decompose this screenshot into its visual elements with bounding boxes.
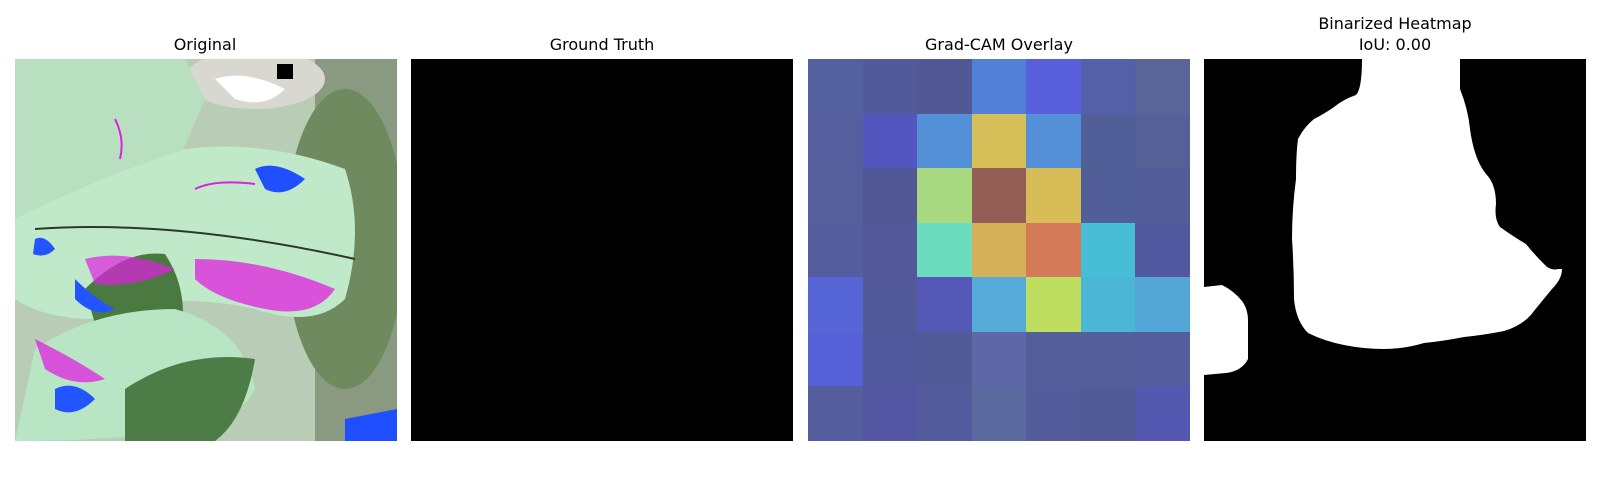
gradcam-cell (917, 114, 972, 168)
gradcam-cell (808, 59, 863, 114)
gradcam-cell (917, 332, 972, 386)
gradcam-cell (863, 114, 917, 168)
gradcam-cell (1026, 114, 1081, 168)
gradcam-cell (808, 168, 863, 223)
gradcam-cell (917, 223, 972, 277)
gradcam-cell (863, 277, 917, 332)
panel-title-gradcam: Grad-CAM Overlay (925, 35, 1073, 54)
gradcam-cell (1081, 168, 1135, 223)
original-image (15, 59, 397, 441)
gradcam-cell (1081, 114, 1135, 168)
gradcam-cell (863, 168, 917, 223)
gradcam-cell (863, 223, 917, 277)
gradcam-cell (1081, 223, 1135, 277)
gradcam-cell (1026, 332, 1081, 386)
gradcam-cell (1026, 386, 1081, 441)
gradcam-cell (863, 59, 917, 114)
gradcam-cell (1081, 59, 1135, 114)
gradcam-cell (1135, 59, 1190, 114)
gradcam-cell (808, 386, 863, 441)
gradcam-cell (1081, 386, 1135, 441)
gradcam-cell (863, 332, 917, 386)
gradcam-cell (1081, 277, 1135, 332)
gradcam-cell (917, 168, 972, 223)
gradcam-cell (863, 386, 917, 441)
gradcam-cell (972, 168, 1026, 223)
gradcam-cell (1135, 332, 1190, 386)
gradcam-cell (972, 114, 1026, 168)
gradcam-cell (972, 386, 1026, 441)
gradcam-cell (1135, 114, 1190, 168)
gradcam-cell (1135, 386, 1190, 441)
gradcam-cell (808, 277, 863, 332)
gradcam-cell (1026, 277, 1081, 332)
gradcam-cell (1135, 277, 1190, 332)
gradcam-cell (917, 277, 972, 332)
gradcam-cell (1026, 168, 1081, 223)
gradcam-cell (917, 59, 972, 114)
gradcam-cell (1026, 59, 1081, 114)
gradcam-cell (972, 332, 1026, 386)
gradcam-cell (972, 223, 1026, 277)
leaf-image-drawing (15, 59, 397, 441)
gradcam-cell (808, 114, 863, 168)
gradcam-cell (1135, 168, 1190, 223)
gradcam-cell (808, 223, 863, 277)
binarized-heatmap (1204, 59, 1586, 441)
panel-title-ground-truth: Ground Truth (549, 35, 655, 54)
ground-truth-mask (411, 59, 793, 441)
gradcam-heatmap (808, 59, 1190, 441)
gradcam-cell (1135, 223, 1190, 277)
gradcam-cell (972, 59, 1026, 114)
binarized-mask-drawing (1204, 59, 1562, 375)
gradcam-cell (1026, 223, 1081, 277)
panel-title-binarized: Binarized Heatmap (1318, 14, 1472, 33)
panel-title-original: Original (173, 35, 237, 54)
gradcam-cell (972, 277, 1026, 332)
gradcam-cell (1081, 332, 1135, 386)
gradcam-overlay (808, 59, 1190, 441)
gradcam-cell (917, 386, 972, 441)
gradcam-cell (808, 332, 863, 386)
panel-subtitle-iou: IoU: 0.00 (1358, 35, 1432, 54)
